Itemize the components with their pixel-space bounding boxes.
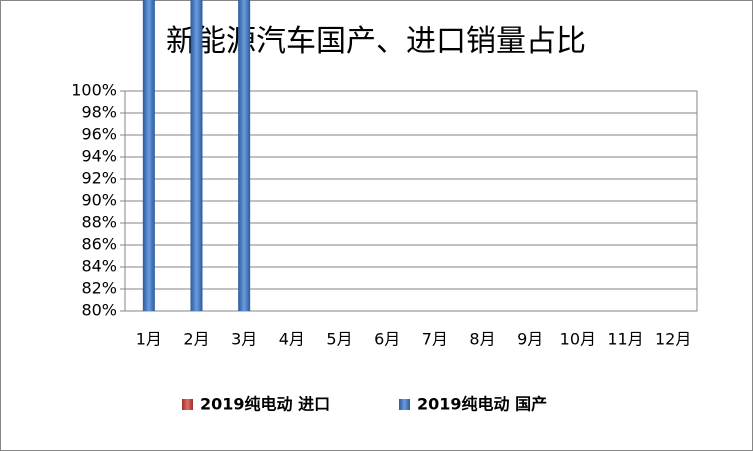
x-tick-label: 7月 bbox=[422, 330, 448, 349]
x-tick-label: 2月 bbox=[183, 330, 209, 349]
bar bbox=[190, 0, 203, 311]
y-tick-label: 86% bbox=[81, 235, 117, 254]
x-tick-label: 11月 bbox=[607, 330, 643, 349]
y-tick-label: 98% bbox=[81, 103, 117, 122]
x-tick-label: 3月 bbox=[231, 330, 257, 349]
legend-label: 2019纯电动 进口 bbox=[200, 395, 330, 414]
y-tick-label: 88% bbox=[81, 213, 117, 232]
legend-label: 2019纯电动 国产 bbox=[417, 395, 547, 414]
x-tick-label: 10月 bbox=[560, 330, 596, 349]
x-tick-label: 9月 bbox=[517, 330, 543, 349]
legend-swatch bbox=[182, 399, 193, 410]
y-tick-label: 92% bbox=[81, 169, 117, 188]
y-tick-label: 90% bbox=[81, 191, 117, 210]
bar bbox=[142, 0, 155, 312]
x-tick-label: 1月 bbox=[136, 330, 162, 349]
y-tick-label: 100% bbox=[71, 81, 117, 100]
x-tick-label: 12月 bbox=[655, 330, 691, 349]
x-tick-label: 6月 bbox=[374, 330, 400, 349]
x-tick-label: 5月 bbox=[326, 330, 352, 349]
y-tick-label: 82% bbox=[81, 279, 117, 298]
x-tick-label: 8月 bbox=[469, 330, 495, 349]
x-tick-label: 4月 bbox=[279, 330, 305, 349]
bar bbox=[238, 0, 251, 311]
y-tick-label: 84% bbox=[81, 257, 117, 276]
y-tick-label: 96% bbox=[81, 125, 117, 144]
y-tick-label: 80% bbox=[81, 301, 117, 320]
y-tick-label: 94% bbox=[81, 147, 117, 166]
chart-title: 新能源汽车国产、进口销量占比 bbox=[166, 24, 586, 59]
legend-swatch bbox=[399, 399, 410, 410]
